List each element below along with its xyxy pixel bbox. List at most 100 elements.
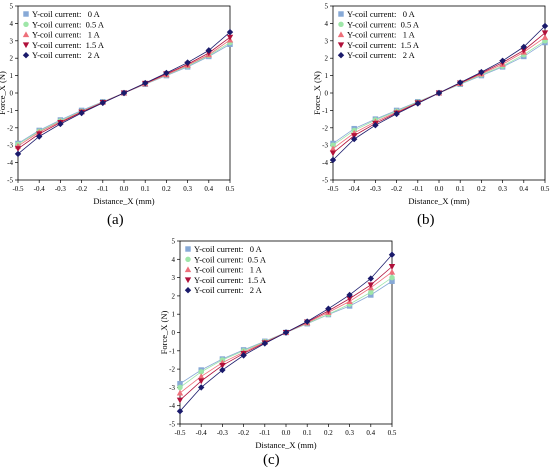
x-tick-label: 0.3: [498, 185, 507, 193]
x-tick-label: 0.1: [456, 185, 465, 193]
x-tick-label: 0.1: [303, 429, 312, 437]
legend-label: Y-coil current: 1 A: [347, 30, 416, 40]
data-point: [329, 150, 337, 157]
chart-panel-1: -0.5 -0.4 -0.3 -0.2 -0.1 0.0 0.1 0.2 0.3 0.4 0.5 -5…: [312, 3, 550, 207]
y-tick-label: -2: [169, 366, 175, 374]
legend-label: Y-coil current: 2 A: [347, 50, 416, 60]
data-point: [520, 47, 527, 54]
y-tick-label: 5: [10, 3, 14, 11]
legend-marker: [185, 246, 191, 252]
x-tick-label: 0.3: [345, 429, 354, 437]
y-tick-label: 0: [10, 90, 14, 98]
x-tick-label: 0.2: [477, 185, 486, 193]
legend-marker: [184, 287, 192, 294]
legend-marker: [338, 11, 344, 17]
legend-marker: [22, 31, 30, 38]
data-point: [14, 150, 22, 158]
x-tick-label: -0.1: [259, 429, 271, 437]
y-axis-label: Force_X (N): [159, 311, 169, 355]
data-point: [184, 59, 191, 66]
legend-label: Y-coil current: 1 A: [32, 30, 101, 40]
data-point: [389, 278, 395, 284]
x-axis-label: Distance_X (mm): [255, 440, 316, 450]
y-tick-label: 0: [172, 329, 176, 337]
y-tick-label: -1: [169, 347, 175, 355]
panel-label-c: (c): [263, 452, 280, 468]
x-tick-label: -0.5: [327, 185, 339, 193]
data-point: [120, 89, 128, 97]
legend-label: Y-coil current: 0 A: [32, 9, 101, 19]
x-axis-label: Distance_X (mm): [408, 196, 469, 206]
data-point: [368, 289, 374, 295]
y-tick-label: 4: [10, 20, 14, 28]
data-point: [346, 291, 353, 299]
legend-marker: [185, 256, 191, 263]
data-point: [346, 296, 353, 302]
x-tick-label: -0.4: [34, 185, 46, 193]
y-tick-label: -1: [7, 107, 13, 115]
legend-label: Y-coil current: 1.5 A: [32, 40, 105, 50]
x-tick-label: 0.0: [282, 429, 291, 437]
x-tick-label: 0.0: [120, 185, 129, 193]
data-point: [205, 47, 212, 54]
legend-label: Y-coil current: 0.5 A: [347, 19, 420, 29]
data-point: [142, 79, 149, 87]
legend-label: Y-coil current: 0 A: [194, 244, 263, 254]
chart-panel-2: -0.5 -0.4 -0.3 -0.2 -0.1 0.0 0.1 0.2 0.3 0.4 0.5 -5…: [159, 238, 397, 451]
y-tick-label: -3: [169, 384, 175, 392]
data-point: [414, 100, 421, 107]
x-tick-label: -0.2: [76, 185, 88, 193]
y-tick-label: -3: [7, 142, 13, 150]
data-point: [388, 268, 396, 275]
y-tick-label: -5: [322, 177, 328, 185]
y-tick-label: 5: [325, 3, 329, 11]
data-point: [177, 381, 183, 387]
x-tick-label: -0.5: [174, 429, 186, 437]
panel-label-b: (b): [417, 212, 435, 228]
y-tick-label: 3: [325, 37, 329, 45]
x-tick-label: 0.3: [183, 185, 192, 193]
x-tick-label: 0.2: [324, 429, 333, 437]
y-tick-label: 5: [172, 238, 176, 246]
y-tick-label: 3: [172, 274, 176, 282]
data-point: [520, 43, 527, 51]
legend-marker: [338, 21, 344, 28]
data-point: [367, 282, 374, 289]
chart-panel-0: -0.5 -0.4 -0.3 -0.2 -0.1 0.0 0.1 0.2 0.3 0.4 0.5 -5…: [0, 3, 235, 207]
data-point: [389, 274, 395, 281]
data-point: [198, 378, 205, 385]
legend-marker: [337, 42, 345, 49]
data-point: [368, 292, 374, 298]
x-tick-label: -0.5: [12, 185, 24, 193]
data-point: [14, 146, 22, 152]
legend-label: Y-coil current: 0.5 A: [194, 254, 267, 264]
x-tick-label: -0.3: [217, 429, 229, 437]
x-tick-label: -0.2: [391, 185, 403, 193]
data-point: [478, 68, 485, 76]
data-point: [304, 318, 311, 325]
legend-label: Y-coil current: 0.5 A: [32, 19, 105, 29]
data-point: [198, 384, 205, 391]
data-point: [541, 30, 549, 37]
data-point: [329, 156, 337, 164]
legend-marker: [22, 42, 30, 49]
legend-marker: [337, 52, 345, 59]
data-point: [226, 28, 234, 36]
legend-marker: [184, 266, 192, 273]
data-point: [351, 135, 358, 143]
x-axis-label: Distance_X (mm): [93, 196, 154, 206]
data-point: [57, 120, 64, 128]
data-point: [330, 142, 336, 148]
y-tick-label: 0: [325, 90, 329, 98]
y-tick-label: 4: [325, 20, 329, 28]
data-point: [176, 389, 184, 396]
data-point: [240, 352, 247, 359]
data-point: [163, 69, 170, 77]
data-point: [176, 397, 184, 404]
data-point: [36, 133, 43, 140]
x-tick-label: 0.0: [435, 185, 444, 193]
y-tick-label: -1: [322, 107, 328, 115]
y-tick-label: 4: [172, 256, 176, 264]
x-tick-label: 0.2: [162, 185, 171, 193]
x-tick-label: -0.3: [55, 185, 67, 193]
